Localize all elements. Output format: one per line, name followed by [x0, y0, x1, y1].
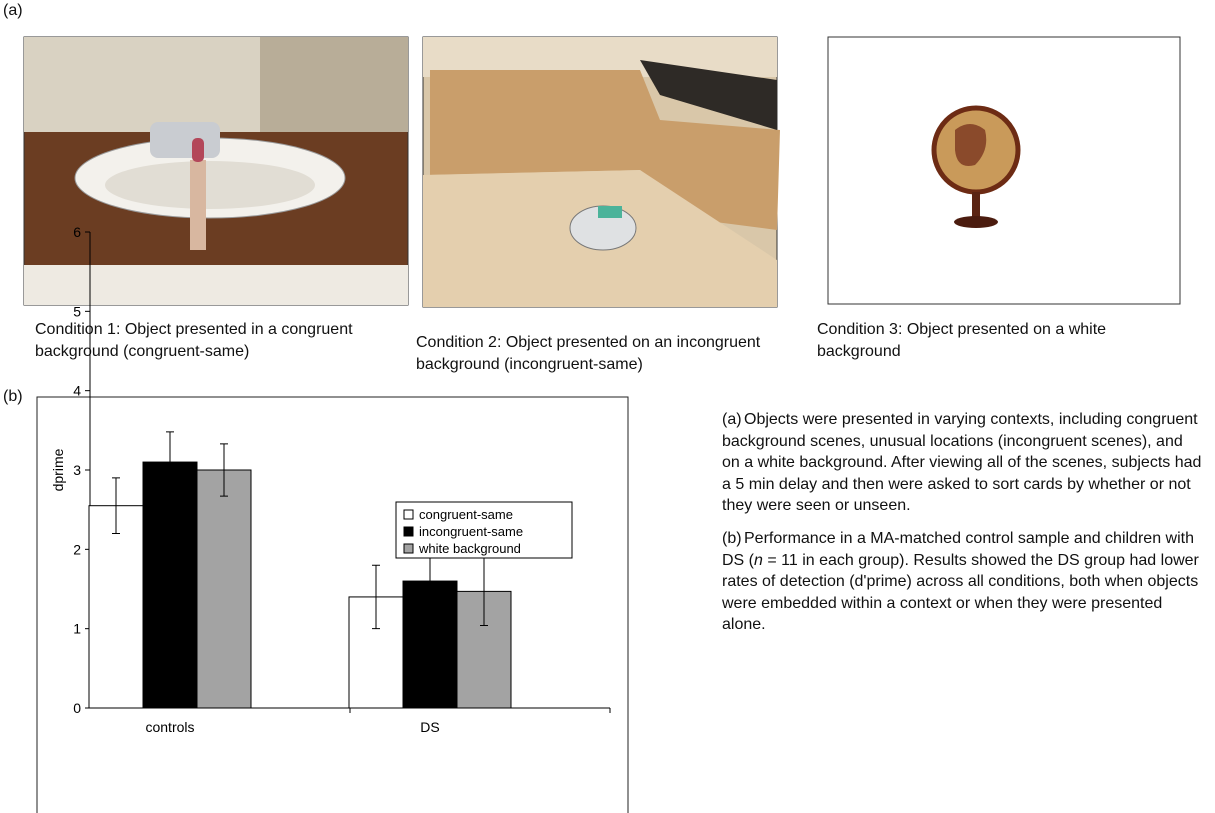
- legend-swatch: [403, 526, 414, 537]
- bar: [348, 596, 404, 709]
- error-bar: [426, 540, 434, 622]
- error-bar: [112, 477, 120, 534]
- caption: Condition 1: Object presented in a congr…: [35, 321, 353, 360]
- legend-label: incongruent-same: [419, 524, 523, 539]
- panel-label: (a): [3, 2, 23, 19]
- bar: [88, 505, 144, 709]
- legend-swatch: [403, 543, 414, 554]
- caption: Condition 3: Object presented on a white…: [817, 321, 1107, 360]
- bar: [142, 461, 198, 709]
- y-tick-label: 4: [73, 383, 81, 399]
- error-bar: [480, 556, 488, 626]
- note-text: Objects were presented in varying contex…: [722, 409, 1202, 517]
- note-text: Performance in a MA-matched control samp…: [722, 528, 1202, 636]
- bar: [196, 469, 252, 709]
- y-tick-label: 2: [73, 541, 81, 557]
- legend-label: congruent-same: [419, 507, 513, 522]
- panel-label: (b): [3, 388, 23, 405]
- error-bar: [220, 443, 228, 497]
- legend-swatch: [403, 509, 414, 520]
- photos: [23, 36, 1181, 308]
- note-text-part: Objects were presented in varying contex…: [722, 411, 1202, 514]
- note-label: (b): [722, 530, 742, 547]
- photo-bathroom: [23, 36, 409, 306]
- y-axis-label: dprime: [50, 448, 66, 491]
- y-tick-label: 0: [73, 700, 81, 716]
- bar: [456, 590, 512, 709]
- legend-label: white background: [418, 541, 521, 556]
- error-bar: [372, 564, 380, 630]
- caption: Condition 2: Object presented on an inco…: [416, 334, 761, 373]
- y-tick-label: 1: [73, 621, 81, 637]
- y-tick-label: 3: [73, 462, 81, 478]
- note-label: (a): [722, 411, 742, 428]
- note: (a) Objects were presented in varying con…: [722, 409, 1202, 517]
- note: (b) Performance in a MA-matched control s…: [722, 528, 1202, 636]
- x-tick-label: controls: [145, 719, 194, 735]
- note-text-part: = 11 in each group). Results showed the …: [722, 551, 1199, 634]
- photo-globe: [827, 36, 1181, 305]
- note-text-part: n: [754, 551, 763, 569]
- photo-kitchen: [422, 36, 780, 308]
- error-bar: [166, 431, 174, 493]
- legend-box: [395, 501, 573, 559]
- x-tick-label: DS: [420, 719, 439, 735]
- bar: [402, 580, 458, 709]
- note-text-part: Performance in a MA-matched control samp…: [722, 530, 1194, 569]
